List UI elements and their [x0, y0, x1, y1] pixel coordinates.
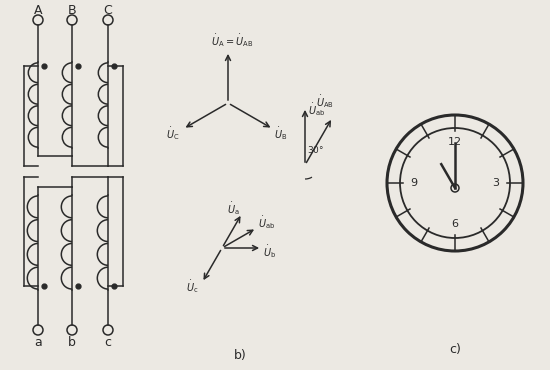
Text: $\dot{U}_\mathrm{ab}$: $\dot{U}_\mathrm{ab}$: [308, 101, 325, 118]
Text: A: A: [34, 3, 42, 17]
Text: b: b: [68, 336, 76, 349]
Text: $\dot{U}_\mathrm{C}$: $\dot{U}_\mathrm{C}$: [166, 125, 180, 142]
Text: 12: 12: [448, 137, 462, 147]
Text: c: c: [104, 336, 112, 349]
Text: c): c): [449, 343, 461, 357]
Text: $\dot{U}_\mathrm{ab}$: $\dot{U}_\mathrm{ab}$: [258, 215, 276, 232]
Text: $\dot{U}_\mathrm{b}$: $\dot{U}_\mathrm{b}$: [263, 243, 277, 260]
Text: $\dot{U}_\mathrm{B}$: $\dot{U}_\mathrm{B}$: [274, 125, 288, 142]
Text: b): b): [234, 349, 246, 361]
Text: C: C: [103, 3, 112, 17]
Text: $\dot{U}_\mathrm{A}{=}\dot{U}_\mathrm{AB}$: $\dot{U}_\mathrm{A}{=}\dot{U}_\mathrm{AB…: [211, 33, 253, 50]
Text: $\dot{U}_\mathrm{a}$: $\dot{U}_\mathrm{a}$: [227, 200, 239, 217]
Text: 3: 3: [492, 178, 499, 188]
Text: $30°$: $30°$: [307, 144, 324, 155]
Text: 6: 6: [452, 219, 459, 229]
Text: 9: 9: [410, 178, 417, 188]
Text: $\dot{U}_\mathrm{c}$: $\dot{U}_\mathrm{c}$: [186, 278, 198, 295]
Text: B: B: [68, 3, 76, 17]
Text: a: a: [34, 336, 42, 349]
Text: $\dot{U}_\mathrm{AB}$: $\dot{U}_\mathrm{AB}$: [316, 94, 334, 111]
